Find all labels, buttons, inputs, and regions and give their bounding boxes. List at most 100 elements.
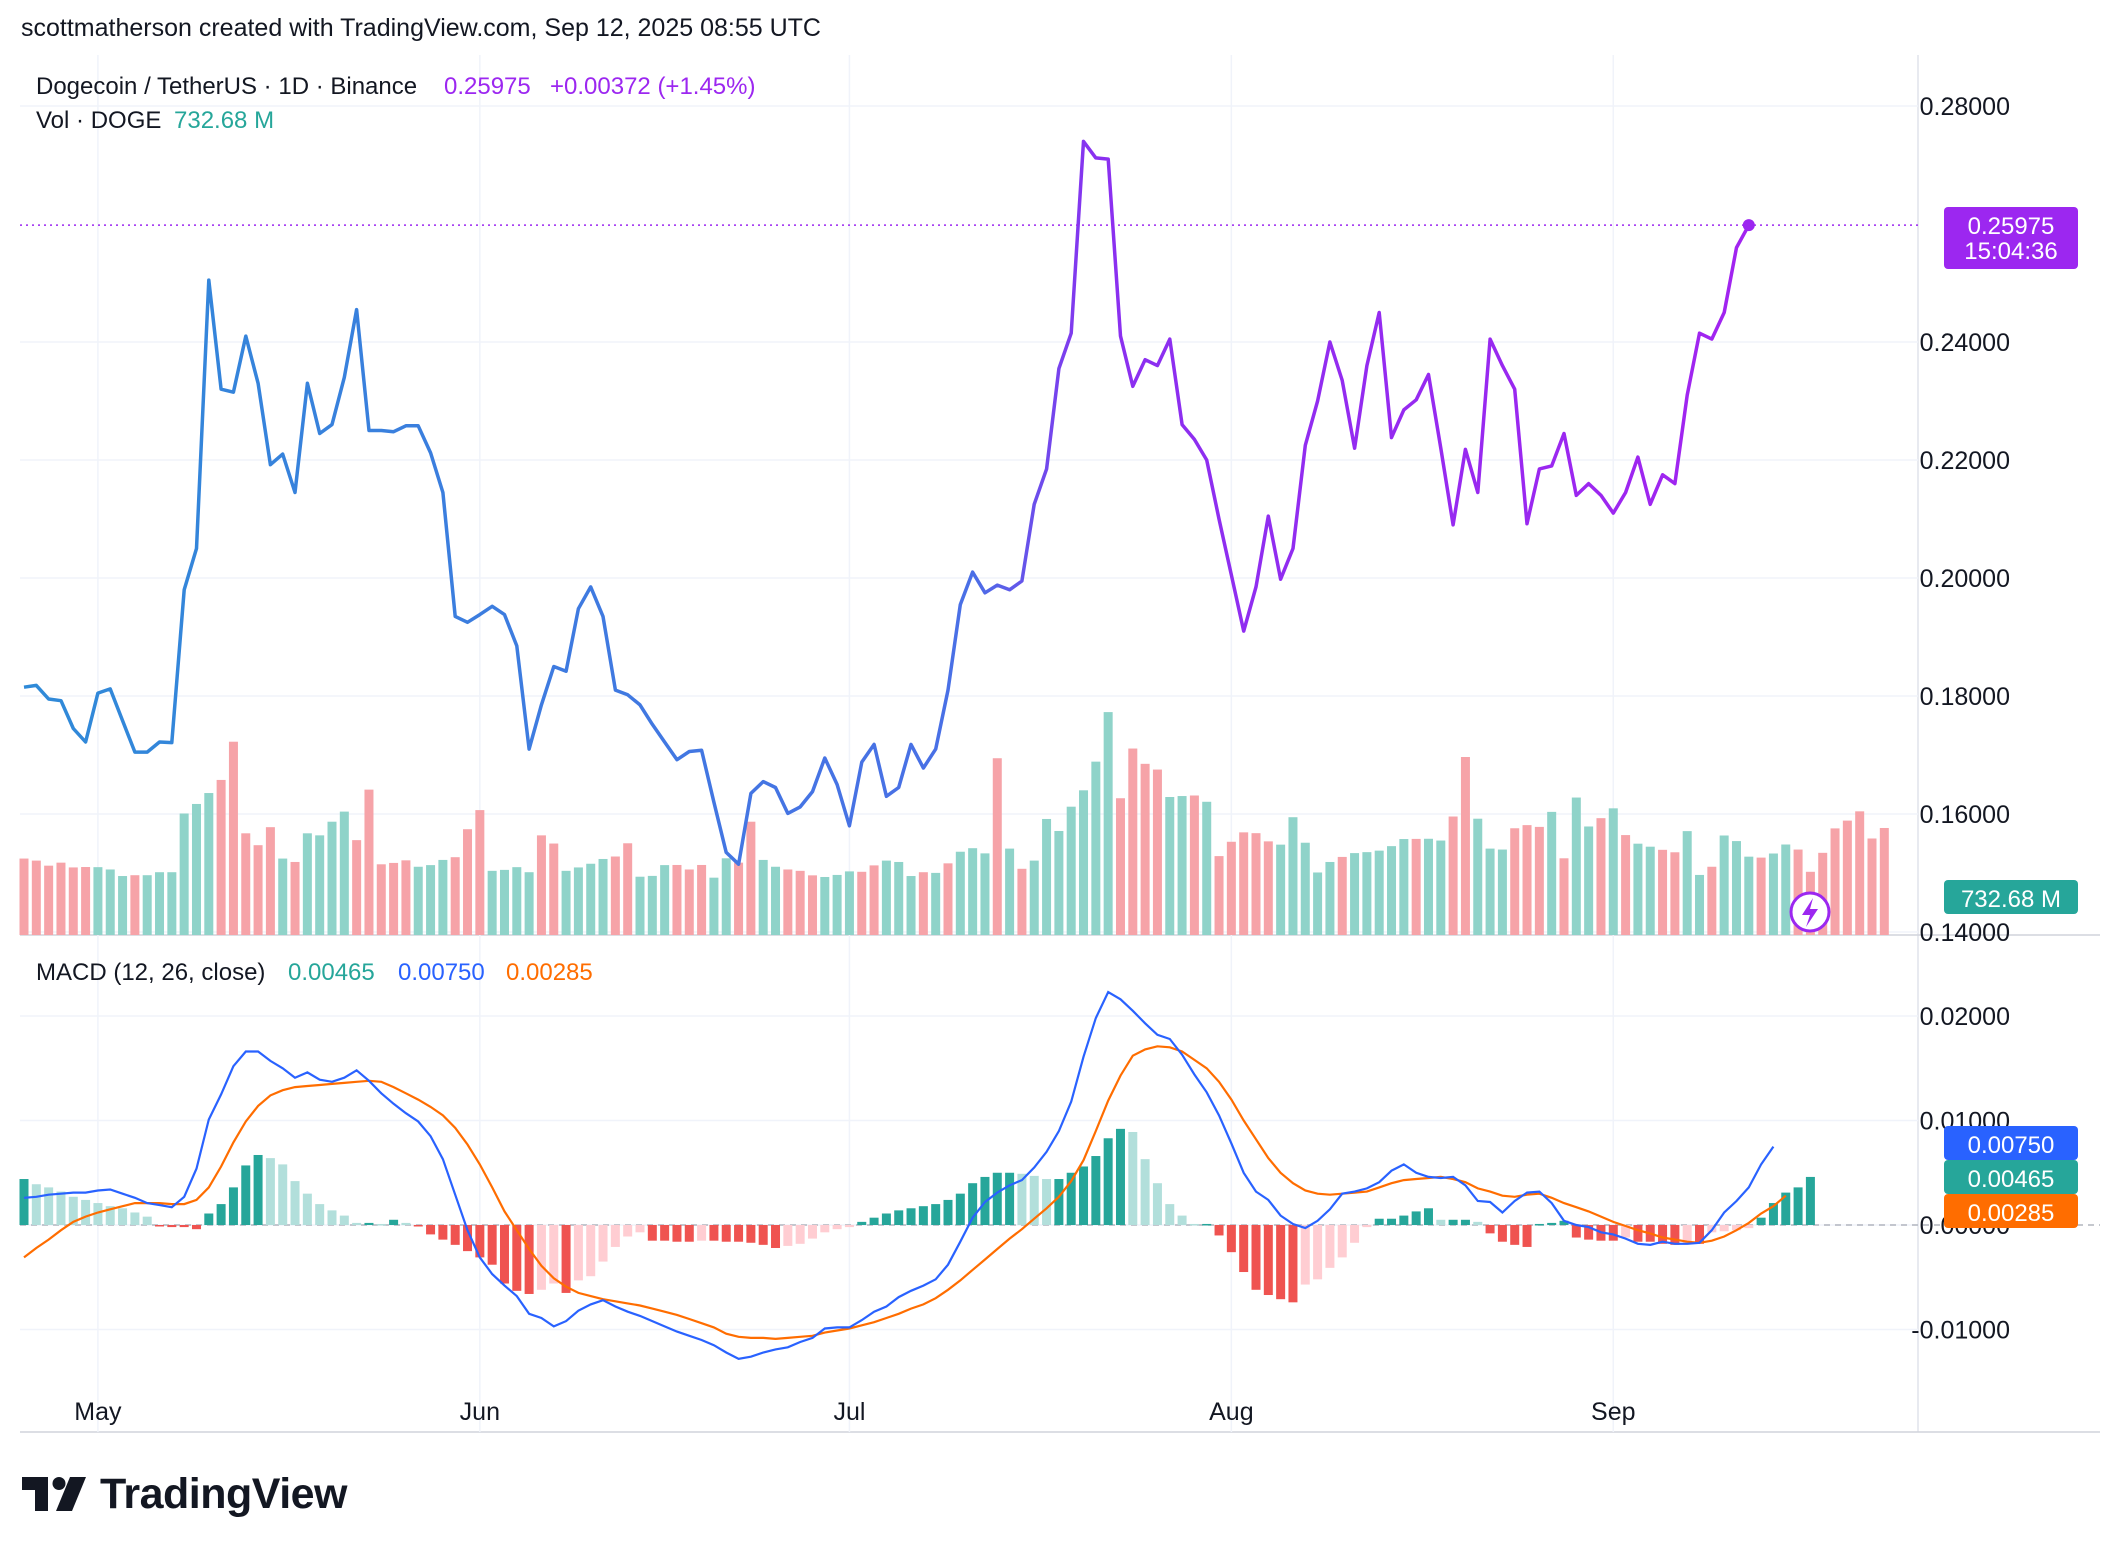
volume-bar bbox=[1042, 818, 1052, 935]
macd-histogram-bar bbox=[1510, 1225, 1520, 1245]
macd-histogram-bar bbox=[894, 1210, 904, 1225]
volume-bar bbox=[1288, 817, 1298, 935]
volume-bar bbox=[672, 864, 682, 935]
volume-bar bbox=[1744, 856, 1754, 935]
volume-bar bbox=[1374, 850, 1384, 935]
macd-histogram-bar bbox=[401, 1222, 411, 1225]
macd-histogram-bars bbox=[19, 1128, 1815, 1303]
macd-histogram-bar bbox=[906, 1208, 916, 1225]
volume-bar bbox=[265, 827, 275, 935]
volume-bars bbox=[19, 712, 1889, 935]
volume-bar bbox=[881, 860, 891, 935]
volume-bar bbox=[1534, 826, 1544, 935]
legend-macd-histogram: 0.00465 bbox=[288, 959, 375, 986]
macd-histogram-bar bbox=[1054, 1179, 1064, 1225]
macd-histogram-bar bbox=[586, 1225, 596, 1277]
volume-bar bbox=[1695, 874, 1705, 935]
macd-histogram-bar bbox=[253, 1154, 263, 1225]
macd-histogram-bar bbox=[155, 1225, 165, 1227]
volume-bar bbox=[1362, 852, 1372, 935]
volume-bar bbox=[758, 859, 768, 935]
macd-histogram-bar bbox=[1029, 1175, 1039, 1225]
volume-bar bbox=[623, 843, 633, 935]
lightning-icon[interactable] bbox=[1789, 891, 1831, 933]
volume-bar bbox=[1091, 761, 1101, 935]
volume-bar bbox=[1399, 839, 1409, 935]
macd-histogram-bar bbox=[734, 1225, 744, 1242]
volume-bar bbox=[426, 865, 436, 935]
macd-histogram-bar bbox=[1288, 1225, 1298, 1303]
volume-bar bbox=[389, 862, 399, 935]
x-tick-label: Jun bbox=[460, 1398, 500, 1426]
price-tick-label: 0.22000 bbox=[1920, 447, 2010, 475]
macd-histogram-bar bbox=[635, 1225, 645, 1233]
price-badge-text: 15:04:36 bbox=[1964, 238, 2057, 265]
tradingview-logo[interactable]: TradingView bbox=[22, 1470, 348, 1518]
macd-histogram-bar bbox=[1534, 1223, 1544, 1226]
macd-histogram-bar bbox=[549, 1225, 559, 1284]
volume-bar bbox=[1460, 757, 1470, 935]
macd-histogram-bar bbox=[1079, 1166, 1089, 1225]
macd-histogram-bar bbox=[44, 1187, 54, 1225]
macd-histogram-bar bbox=[931, 1204, 941, 1225]
macd-histogram-bar bbox=[1695, 1225, 1705, 1244]
volume-bar bbox=[278, 858, 288, 935]
volume-bar bbox=[598, 858, 608, 935]
volume-bar bbox=[228, 741, 238, 935]
volume-bar bbox=[1165, 796, 1175, 935]
macd-histogram-bar bbox=[1313, 1225, 1323, 1280]
volume-bar bbox=[1645, 846, 1655, 935]
x-tick-label: Sep bbox=[1591, 1398, 1635, 1426]
macd-histogram-bar bbox=[1350, 1225, 1360, 1243]
volume-bar bbox=[1325, 861, 1335, 935]
volume-bar bbox=[844, 871, 854, 935]
macd-histogram-bar bbox=[487, 1225, 497, 1265]
macd-histogram-bar bbox=[918, 1206, 928, 1225]
volume-bar bbox=[771, 866, 781, 935]
macd-histogram-bar bbox=[1658, 1225, 1668, 1244]
series-lines bbox=[20, 139, 1918, 1360]
macd-histogram-badge bbox=[1944, 1160, 2078, 1194]
volume-bar bbox=[1510, 828, 1520, 935]
volume-bar bbox=[167, 872, 177, 935]
volume-bar bbox=[869, 865, 879, 935]
volume-bar bbox=[1313, 872, 1323, 935]
volume-bar bbox=[561, 870, 571, 935]
macd-histogram-bar bbox=[1140, 1159, 1150, 1225]
volume-bar bbox=[721, 858, 731, 935]
volume-bar bbox=[1719, 835, 1729, 935]
macd-histogram-bar bbox=[536, 1225, 546, 1290]
macd-histogram-bar bbox=[573, 1225, 583, 1281]
volume-bar bbox=[1867, 838, 1877, 935]
macd-histogram-bar bbox=[19, 1179, 29, 1225]
macd-histogram-bar bbox=[1263, 1225, 1273, 1296]
volume-bar bbox=[1473, 818, 1483, 935]
macd-histogram-bar bbox=[1337, 1225, 1347, 1258]
price-badge-text: 0.25975 bbox=[1968, 213, 2055, 240]
volume-bar bbox=[81, 867, 91, 935]
macd-histogram-bar bbox=[1091, 1156, 1101, 1225]
volume-bar bbox=[857, 871, 867, 935]
macd-histogram-bar bbox=[561, 1225, 571, 1293]
volume-bar bbox=[1485, 848, 1495, 935]
macd-histogram-bar bbox=[1633, 1225, 1643, 1242]
volume-bar bbox=[968, 848, 978, 935]
volume-bar bbox=[290, 861, 300, 935]
macd-histogram-bar bbox=[315, 1204, 325, 1225]
volume-bar bbox=[1608, 808, 1618, 935]
macd-histogram-bar bbox=[499, 1225, 509, 1284]
volume-bar bbox=[450, 857, 460, 935]
volume-bar bbox=[955, 851, 965, 935]
macd-histogram-bar bbox=[512, 1225, 522, 1291]
macd-histogram-bar bbox=[1251, 1225, 1261, 1290]
macd-histogram-bar bbox=[1374, 1218, 1384, 1225]
volume-bar bbox=[1879, 827, 1889, 935]
macd-histogram-bar bbox=[463, 1225, 473, 1252]
volume-bar bbox=[1793, 849, 1803, 935]
volume-bar bbox=[524, 872, 534, 935]
macd-histogram-bar bbox=[1103, 1138, 1113, 1225]
macd-histogram-bar bbox=[1584, 1225, 1594, 1240]
volume-badge-text: 732.68 M bbox=[1961, 886, 2061, 913]
price-tick-label: 0.28000 bbox=[1920, 93, 2010, 121]
